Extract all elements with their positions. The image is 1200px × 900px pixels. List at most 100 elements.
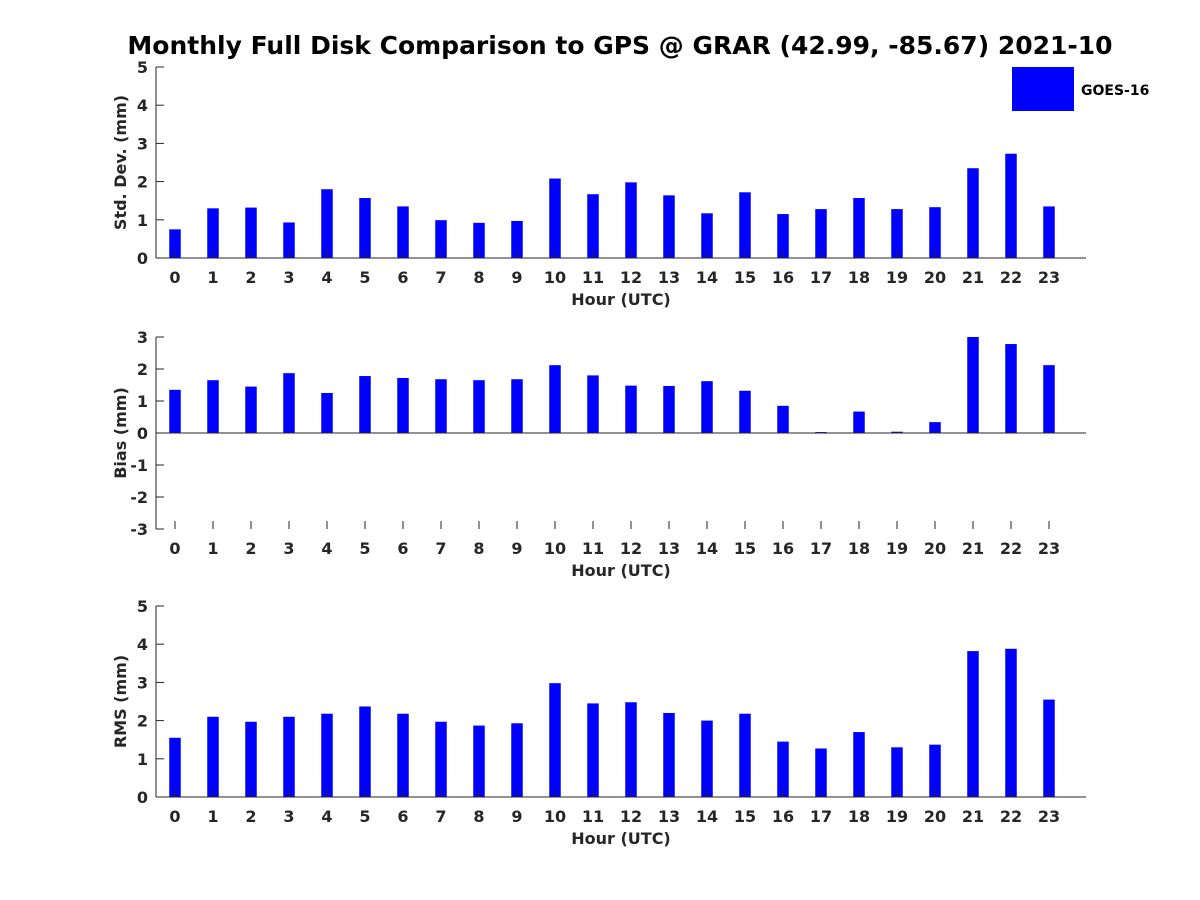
rms-x-tick-label: 6 — [397, 807, 408, 826]
legend: GOES-16 — [1012, 67, 1149, 111]
std-dev-bar-hour-4 — [321, 189, 333, 258]
bias-y-axis-label: Bias (mm) — [111, 387, 130, 479]
bias-bar-hour-1 — [207, 380, 219, 433]
rms-x-tick-label: 22 — [1000, 807, 1022, 826]
rms-x-axis-label: Hour (UTC) — [571, 829, 671, 848]
rms-bar-hour-11 — [587, 703, 599, 797]
rms-x-tick-label: 7 — [435, 807, 446, 826]
bias-bar-hour-19 — [891, 431, 903, 433]
bias-bar-hour-0 — [169, 389, 181, 433]
rms-bar-hour-22 — [1005, 648, 1017, 797]
rms-bar-hour-1 — [207, 716, 219, 797]
bias-bar-hour-18 — [853, 411, 865, 433]
rms-x-tick-label: 14 — [696, 807, 718, 826]
rms-x-tick-label: 5 — [359, 807, 370, 826]
rms-bar-hour-4 — [321, 713, 333, 797]
rms-bar-hour-23 — [1043, 699, 1055, 797]
rms-y-axis-label: RMS (mm) — [111, 655, 130, 748]
rms-x-tick-label: 15 — [734, 807, 756, 826]
std-dev-bar-hour-14 — [701, 213, 713, 258]
rms-bar-hour-9 — [511, 723, 523, 797]
bias-bar-hour-16 — [777, 405, 789, 433]
bias-x-tick-label: 7 — [435, 539, 446, 558]
std-dev-bar-hour-9 — [511, 220, 523, 258]
rms-bar-hour-19 — [891, 747, 903, 797]
std-dev-bar-hour-22 — [1005, 153, 1017, 258]
rms-y-tick-label: 0 — [137, 788, 148, 807]
rms-x-tick-label: 10 — [544, 807, 566, 826]
std-dev-x-tick-label: 3 — [283, 268, 294, 287]
rms-x-tick-label: 20 — [924, 807, 946, 826]
bias-y-tick-label: 1 — [137, 392, 148, 411]
std-dev-x-tick-label: 19 — [886, 268, 908, 287]
bias-x-tick-label: 2 — [245, 539, 256, 558]
std-dev-x-tick-label: 13 — [658, 268, 680, 287]
rms-bar-hour-14 — [701, 720, 713, 797]
rms-x-tick-label: 0 — [169, 807, 180, 826]
rms-bar-hour-7 — [435, 721, 447, 797]
std-dev-x-tick-label: 21 — [962, 268, 984, 287]
bias-y-tick-label: -1 — [130, 456, 148, 475]
bias-bar-hour-11 — [587, 375, 599, 433]
bias-x-tick-label: 8 — [473, 539, 484, 558]
bias-bar-hour-22 — [1005, 344, 1017, 433]
legend-label: GOES-16 — [1081, 83, 1149, 99]
std-dev-bar-hour-1 — [207, 208, 219, 258]
bias-x-tick-label: 20 — [924, 539, 946, 558]
std-dev-x-tick-label: 4 — [321, 268, 332, 287]
rms-y-tick-label: 4 — [137, 635, 148, 654]
rms-x-tick-label: 8 — [473, 807, 484, 826]
std-dev-x-axis-label: Hour (UTC) — [571, 290, 671, 309]
std-dev-bar-hour-19 — [891, 209, 903, 258]
bias-bar-hour-21 — [967, 337, 979, 433]
std-dev-bar-hour-16 — [777, 214, 789, 258]
std-dev-bar-hour-6 — [397, 206, 409, 258]
bias-x-tick-label: 0 — [169, 539, 180, 558]
std-dev-y-tick-label: 1 — [137, 211, 148, 230]
bias-x-tick-label: 22 — [1000, 539, 1022, 558]
bias-bar-hour-23 — [1043, 365, 1055, 433]
rms-x-tick-label: 23 — [1038, 807, 1060, 826]
bias-x-tick-label: 23 — [1038, 539, 1060, 558]
bias-bar-hour-15 — [739, 390, 751, 433]
rms-bar-hour-8 — [473, 725, 485, 797]
rms-x-tick-label: 1 — [207, 807, 218, 826]
bias-x-tick-label: 17 — [810, 539, 832, 558]
rms-x-tick-label: 11 — [582, 807, 604, 826]
bias-x-tick-label: 14 — [696, 539, 718, 558]
std-dev-bar-hour-7 — [435, 220, 447, 258]
rms-x-tick-label: 16 — [772, 807, 794, 826]
bias-bar-hour-7 — [435, 379, 447, 433]
std-dev-bar-hour-8 — [473, 222, 485, 258]
rms-bar-hour-0 — [169, 737, 181, 797]
bias-bar-hour-9 — [511, 379, 523, 433]
rms-bar-hour-6 — [397, 713, 409, 797]
std-dev-x-tick-label: 23 — [1038, 268, 1060, 287]
rms-bar-hour-21 — [967, 651, 979, 797]
rms-bar-hour-17 — [815, 748, 827, 797]
std-dev-x-tick-label: 11 — [582, 268, 604, 287]
std-dev-x-tick-label: 7 — [435, 268, 446, 287]
bias-x-tick-label: 16 — [772, 539, 794, 558]
legend-swatch — [1012, 67, 1074, 111]
rms-x-tick-label: 12 — [620, 807, 642, 826]
bias-x-tick-label: 13 — [658, 539, 680, 558]
bias-x-tick-label: 1 — [207, 539, 218, 558]
std-dev-bar-hour-15 — [739, 192, 751, 258]
rms-bar-hour-2 — [245, 721, 257, 797]
std-dev-x-tick-label: 1 — [207, 268, 218, 287]
figure-title: Monthly Full Disk Comparison to GPS @ GR… — [127, 31, 1112, 60]
rms-bar-hour-16 — [777, 741, 789, 797]
std-dev-x-tick-label: 5 — [359, 268, 370, 287]
std-dev-bar-hour-3 — [283, 222, 295, 258]
rms-bar-hour-5 — [359, 706, 371, 797]
std-dev-bar-hour-20 — [929, 207, 941, 258]
std-dev-x-tick-label: 18 — [848, 268, 870, 287]
std-dev-bar-hour-0 — [169, 229, 181, 258]
std-dev-x-tick-label: 22 — [1000, 268, 1022, 287]
bias-bar-hour-13 — [663, 385, 675, 433]
bias-x-axis-label: Hour (UTC) — [571, 561, 671, 580]
bias-y-tick-label: -2 — [130, 488, 148, 507]
